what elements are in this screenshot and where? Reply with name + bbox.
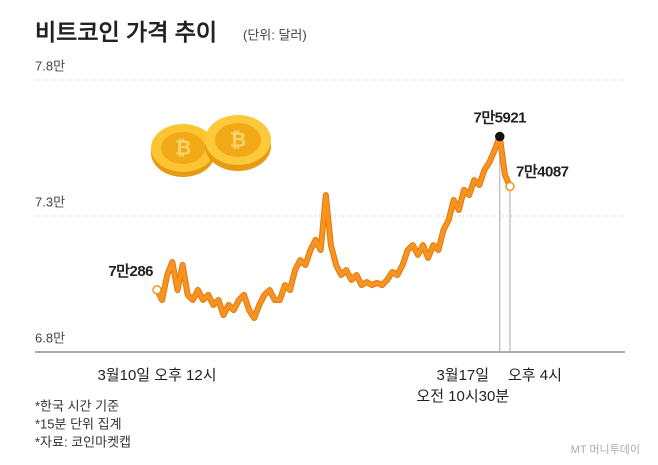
svg-text:₿: ₿ <box>175 137 191 159</box>
note: *한국 시간 기준 <box>35 398 119 413</box>
price-line <box>155 134 512 320</box>
chart-subtitle: (단위: 달러) <box>243 27 307 42</box>
chart-title: 비트코인 가격 추이 <box>35 19 217 45</box>
point-marker <box>505 181 515 192</box>
y-tick-label: 7.8만 <box>35 58 65 73</box>
value-label: 7만5921 <box>474 110 527 127</box>
note: *15분 단위 집계 <box>35 416 122 431</box>
x-tick-label: 3월17일 오전 10시30분 <box>416 367 509 405</box>
note: *자료: 코인마켓캡 <box>35 434 131 449</box>
value-label: 7만286 <box>108 263 153 280</box>
y-tick-label: 7.3만 <box>35 194 65 209</box>
watermark: MT 머니투데이 <box>571 443 640 456</box>
x-tick-label: 오후 4시 <box>508 367 562 384</box>
y-tick-label: 6.8만 <box>35 330 65 345</box>
x-tick-label: 3월10일 오후 12시 <box>97 367 216 384</box>
peak-marker <box>495 131 505 142</box>
coins-illustration: ₿ ₿ <box>151 115 271 177</box>
point-marker <box>152 285 162 295</box>
value-label: 7만4087 <box>516 163 569 180</box>
svg-text:₿: ₿ <box>230 129 246 151</box>
